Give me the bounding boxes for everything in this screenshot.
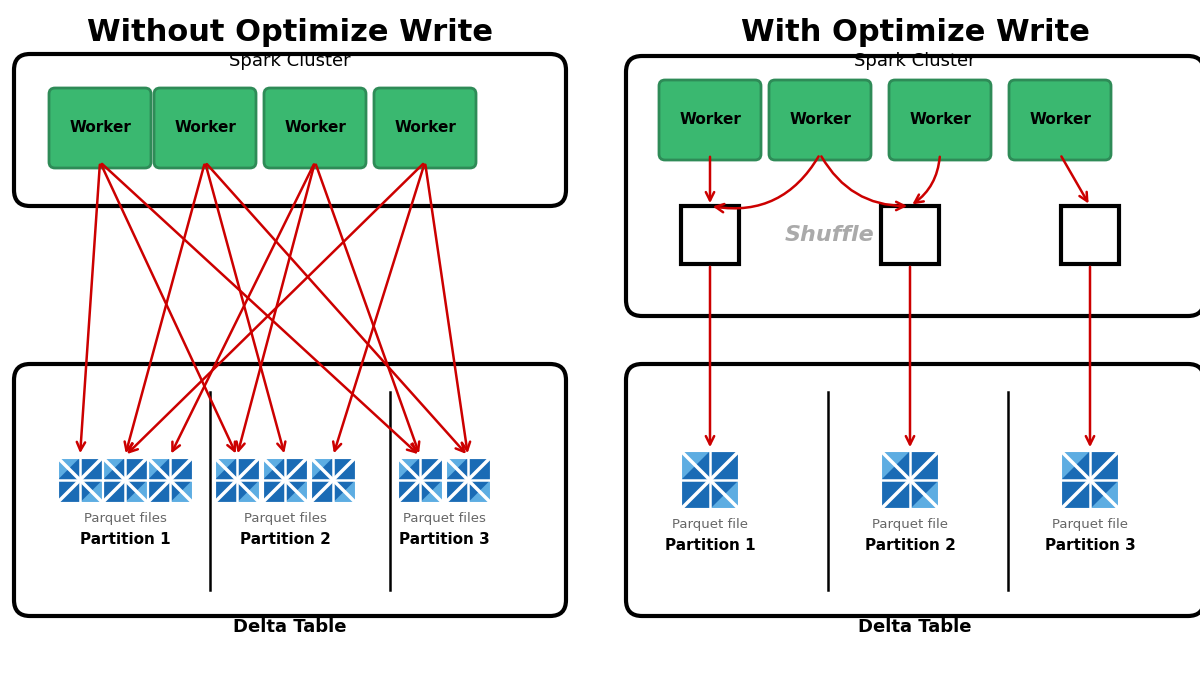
Bar [881, 451, 940, 509]
FancyBboxPatch shape [154, 88, 256, 168]
Polygon shape [1061, 451, 1090, 480]
Bar [102, 458, 148, 503]
FancyBboxPatch shape [659, 80, 761, 160]
Polygon shape [238, 480, 259, 503]
Text: Delta Table: Delta Table [858, 618, 972, 636]
Text: Spark Cluster: Spark Cluster [854, 52, 976, 70]
Bar [1061, 451, 1120, 509]
Bar [263, 458, 307, 503]
FancyBboxPatch shape [889, 80, 991, 160]
FancyBboxPatch shape [682, 206, 739, 264]
Polygon shape [910, 480, 940, 509]
FancyBboxPatch shape [14, 364, 566, 616]
Polygon shape [445, 458, 468, 480]
Bar [215, 458, 259, 503]
Bar [148, 458, 192, 503]
Polygon shape [215, 458, 238, 480]
Text: Parquet file: Parquet file [1052, 518, 1128, 531]
Bar [881, 451, 940, 509]
Text: Shuffle: Shuffle [785, 225, 875, 245]
Polygon shape [80, 480, 102, 503]
FancyBboxPatch shape [264, 88, 366, 168]
Bar [58, 458, 102, 503]
Polygon shape [125, 480, 148, 503]
Text: Spark Cluster: Spark Cluster [229, 52, 350, 70]
Bar [311, 458, 355, 503]
Polygon shape [58, 458, 80, 480]
Polygon shape [420, 480, 443, 503]
FancyBboxPatch shape [626, 364, 1200, 616]
FancyBboxPatch shape [881, 206, 940, 264]
Text: Partition 2: Partition 2 [240, 532, 330, 547]
Bar [311, 458, 355, 503]
Bar [263, 458, 307, 503]
Polygon shape [170, 480, 192, 503]
Polygon shape [468, 480, 491, 503]
Polygon shape [148, 458, 170, 480]
Text: Without Optimize Write: Without Optimize Write [88, 18, 493, 47]
FancyBboxPatch shape [769, 80, 871, 160]
Polygon shape [311, 458, 334, 480]
Text: Partition 1: Partition 1 [79, 532, 170, 547]
Polygon shape [102, 458, 125, 480]
Text: Parquet file: Parquet file [872, 518, 948, 531]
Bar [58, 458, 102, 503]
FancyBboxPatch shape [14, 54, 566, 206]
Bar [397, 458, 443, 503]
Polygon shape [334, 480, 355, 503]
Bar [397, 458, 443, 503]
Polygon shape [397, 458, 420, 480]
Text: Partition 3: Partition 3 [398, 532, 490, 547]
Polygon shape [881, 451, 910, 480]
Text: Partition 3: Partition 3 [1045, 538, 1135, 553]
FancyBboxPatch shape [49, 88, 151, 168]
Polygon shape [682, 451, 710, 480]
Text: Worker: Worker [679, 112, 740, 128]
Bar [682, 451, 739, 509]
FancyBboxPatch shape [1009, 80, 1111, 160]
FancyBboxPatch shape [1061, 206, 1120, 264]
Text: Worker: Worker [394, 120, 456, 135]
Bar [1061, 451, 1120, 509]
Bar [445, 458, 491, 503]
Text: Worker: Worker [910, 112, 971, 128]
Text: Worker: Worker [284, 120, 346, 135]
Bar [682, 451, 739, 509]
Text: Worker: Worker [790, 112, 851, 128]
Bar [215, 458, 259, 503]
Polygon shape [263, 458, 286, 480]
FancyBboxPatch shape [626, 56, 1200, 316]
Bar [102, 458, 148, 503]
Polygon shape [1090, 480, 1120, 509]
Text: Parquet files: Parquet files [244, 512, 326, 525]
Text: Parquet file: Parquet file [672, 518, 748, 531]
Text: Parquet files: Parquet files [402, 512, 486, 525]
Text: Worker: Worker [174, 120, 236, 135]
Text: Partition 1: Partition 1 [665, 538, 755, 553]
Polygon shape [710, 480, 739, 509]
Text: Worker: Worker [1030, 112, 1091, 128]
Text: With Optimize Write: With Optimize Write [740, 18, 1090, 47]
Bar [148, 458, 192, 503]
Polygon shape [286, 480, 307, 503]
Text: Delta Table: Delta Table [233, 618, 347, 636]
Text: Parquet files: Parquet files [84, 512, 167, 525]
Text: Partition 2: Partition 2 [864, 538, 955, 553]
Text: Worker: Worker [70, 120, 131, 135]
FancyBboxPatch shape [374, 88, 476, 168]
Bar [445, 458, 491, 503]
